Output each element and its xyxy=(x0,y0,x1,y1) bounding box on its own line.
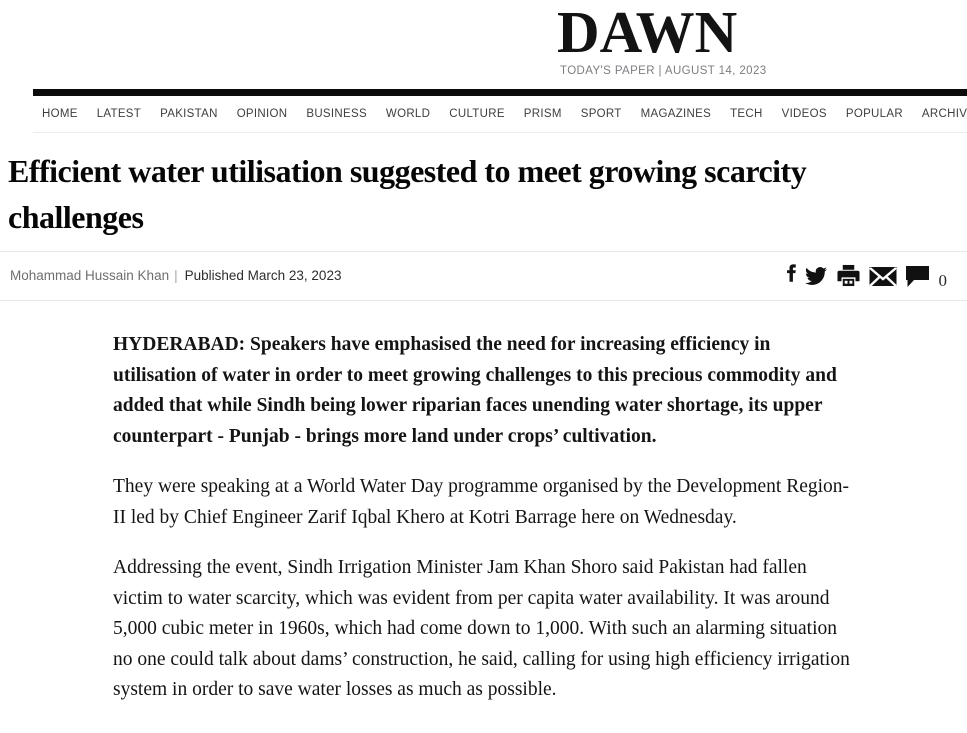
paragraph-3: Addressing the event, Sindh Irrigation M… xyxy=(113,557,850,700)
nav-item-business[interactable]: BUSINESS xyxy=(306,108,367,120)
main-navigation: HOME LATEST PAKISTAN OPINION BUSINESS WO… xyxy=(33,96,967,133)
nav-item-latest[interactable]: LATEST xyxy=(96,108,142,120)
page-title: Efficient water utilisation suggested to… xyxy=(8,148,907,240)
nav-item-tech[interactable]: TECH xyxy=(730,108,763,120)
share-toolbar: 0 xyxy=(783,263,948,290)
dawn-logo[interactable]: DAWN xyxy=(557,0,738,65)
byline-row: Mohammad Hussain Khan | Published March 23… xyxy=(0,252,967,300)
divider-above-byline xyxy=(0,251,967,252)
nav-item-pakistan[interactable]: PAKISTAN xyxy=(160,108,218,120)
nav-item-videos[interactable]: VIDEOS xyxy=(781,108,827,120)
comments-icon[interactable] xyxy=(905,265,930,287)
top-black-bar xyxy=(33,89,967,96)
masthead: DAWN TODAY'S PAPER | AUGUST 14, 2023 xyxy=(0,0,967,89)
twitter-share-icon[interactable] xyxy=(804,265,828,287)
lead-paragraph: HYDERABAD: Speakers have emphasised the … xyxy=(113,334,837,447)
published-date: Published March 23, 2023 xyxy=(184,267,342,283)
print-icon[interactable] xyxy=(836,264,861,287)
article-body: HYDERABAD: Speakers have emphasised the … xyxy=(113,330,850,706)
nav-item-home[interactable]: HOME xyxy=(42,108,78,120)
nav-item-magazines[interactable]: MAGAZINES xyxy=(640,108,712,120)
nav-item-popular[interactable]: POPULAR xyxy=(845,108,903,120)
nav-item-world[interactable]: WORLD xyxy=(385,108,431,120)
facebook-share-icon[interactable] xyxy=(783,263,796,287)
comment-count[interactable]: 0 xyxy=(938,270,948,290)
byline-separator: | xyxy=(174,267,178,283)
paragraph-2: They were speaking at a World Water Day … xyxy=(113,476,850,528)
todays-paper-date: TODAY'S PAPER | AUGUST 14, 2023 xyxy=(560,65,767,77)
nav-item-prism[interactable]: PRISM xyxy=(523,108,562,120)
byline: Mohammad Hussain Khan | Published March 23… xyxy=(10,268,341,283)
headline-line-2: challenges xyxy=(8,199,144,235)
nav-item-opinion[interactable]: OPINION xyxy=(236,108,288,120)
author-link[interactable]: Mohammad Hussain Khan xyxy=(10,267,170,283)
nav-item-sport[interactable]: SPORT xyxy=(580,108,622,120)
email-share-icon[interactable] xyxy=(868,266,897,287)
nav-item-culture[interactable]: CULTURE xyxy=(449,108,505,120)
divider-below-byline xyxy=(0,300,967,301)
headline-line-1: Efficient water utilisation suggested to… xyxy=(8,153,807,189)
